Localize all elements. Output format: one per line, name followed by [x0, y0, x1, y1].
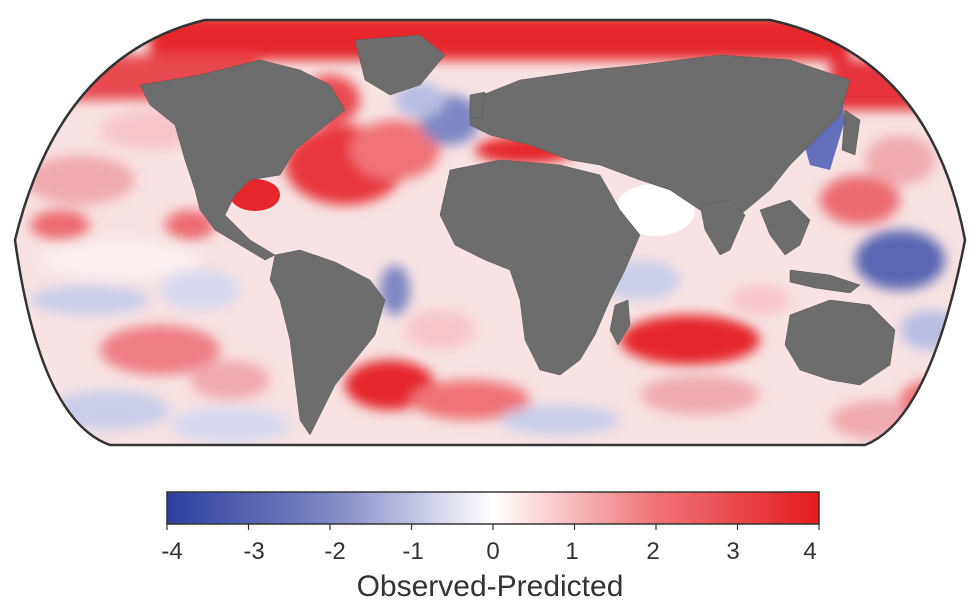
colorbar: [166, 491, 820, 525]
land-masses: [139, 34, 896, 436]
colorbar-tick-label: -3: [243, 538, 265, 565]
colorbar-tick-label: 0: [486, 538, 500, 565]
colorbar-title: Observed-Predicted: [356, 570, 624, 603]
colorbar-tick-label: -1: [402, 538, 424, 565]
colorbar-tick-label: 3: [726, 538, 740, 565]
colorbar-tick-label: 2: [646, 538, 660, 565]
colorbar-tick-label: 4: [803, 538, 817, 565]
colorbar-tick-label: -2: [324, 538, 346, 565]
colorbar-tick-label: -4: [161, 538, 183, 565]
colorbar-ticks: [166, 524, 820, 530]
colorbar-tick-label: 1: [565, 538, 579, 565]
globe-outline: [13, 18, 967, 447]
